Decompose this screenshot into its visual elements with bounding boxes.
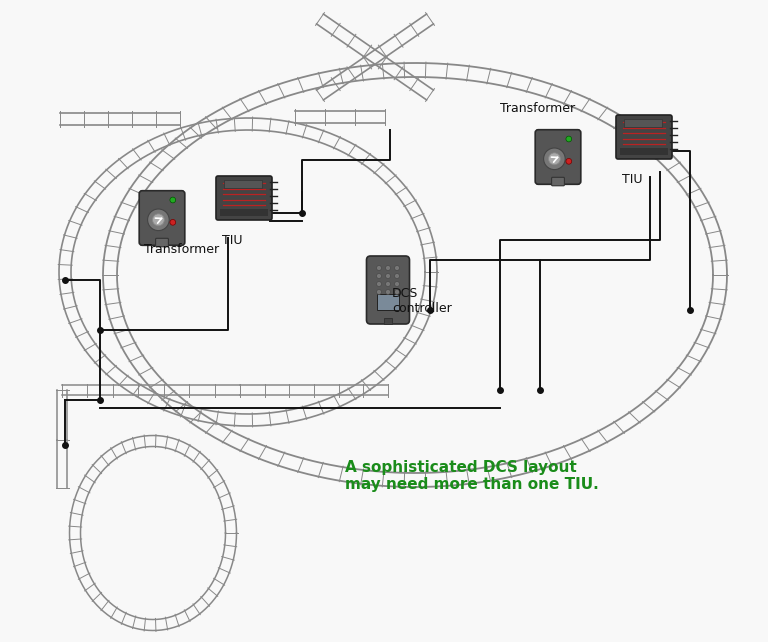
Circle shape (170, 220, 176, 225)
Bar (624, 119, 662, 127)
Text: DCS
controller: DCS controller (392, 287, 452, 315)
FancyBboxPatch shape (366, 256, 409, 324)
Text: TIU: TIU (222, 234, 243, 247)
FancyBboxPatch shape (535, 130, 581, 184)
FancyBboxPatch shape (156, 238, 168, 247)
Circle shape (386, 273, 390, 279)
Circle shape (386, 281, 390, 286)
Text: Transformer: Transformer (500, 102, 575, 115)
Circle shape (386, 266, 390, 270)
Circle shape (395, 266, 399, 270)
Circle shape (395, 281, 399, 286)
Circle shape (376, 281, 382, 286)
Circle shape (566, 136, 571, 142)
Circle shape (548, 153, 561, 165)
Circle shape (147, 209, 169, 230)
FancyBboxPatch shape (216, 176, 272, 220)
Circle shape (395, 290, 399, 295)
Circle shape (153, 214, 164, 226)
Text: A sophisticated DCS layout
may need more than one TIU.: A sophisticated DCS layout may need more… (345, 460, 599, 492)
Circle shape (544, 148, 565, 169)
Circle shape (386, 290, 390, 295)
FancyBboxPatch shape (616, 115, 672, 159)
Bar (384, 318, 392, 324)
Bar (220, 209, 268, 216)
Circle shape (395, 273, 399, 279)
Circle shape (170, 197, 176, 203)
Text: Transformer: Transformer (144, 243, 219, 256)
Bar (377, 294, 399, 310)
FancyBboxPatch shape (139, 191, 185, 245)
Circle shape (376, 266, 382, 270)
Text: TIU: TIU (622, 173, 643, 186)
Bar (224, 180, 262, 188)
Circle shape (376, 290, 382, 295)
FancyBboxPatch shape (551, 177, 564, 186)
Bar (620, 148, 668, 155)
Circle shape (566, 159, 571, 164)
Circle shape (376, 273, 382, 279)
